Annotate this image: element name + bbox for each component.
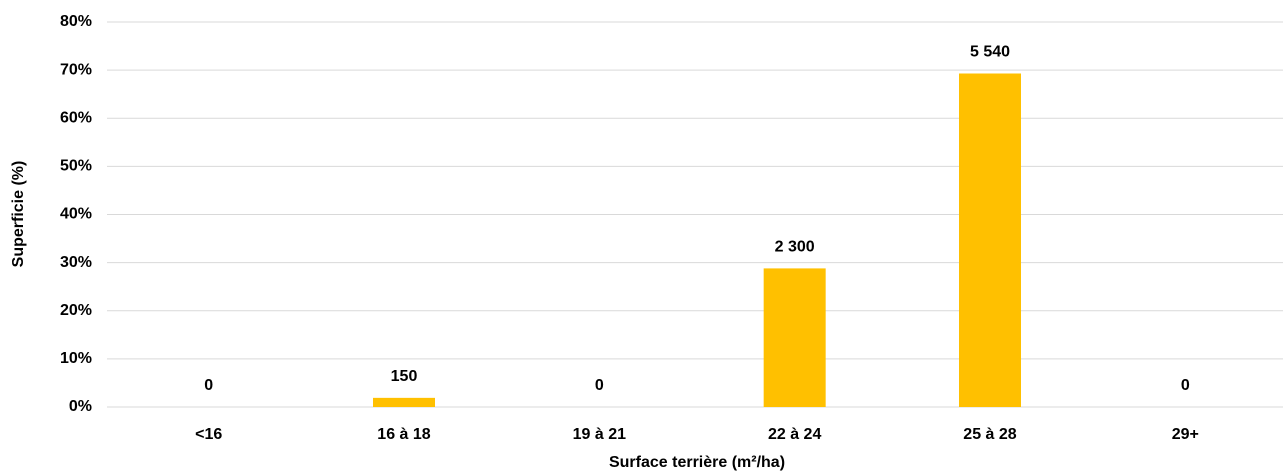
y-tick-label: 40%: [60, 206, 92, 223]
bar: [373, 397, 435, 407]
x-axis-title: Surface terrière (m²/ha): [609, 454, 785, 471]
x-tick-label: 25 à 28: [963, 426, 1016, 443]
y-tick-label: 0%: [69, 398, 92, 415]
y-axis-title: Superficie (%): [10, 161, 27, 268]
bar: [959, 73, 1021, 408]
x-tick-label: 16 à 18: [377, 426, 430, 443]
data-label: 5 540: [970, 44, 1010, 61]
x-tick-label: 29+: [1172, 426, 1199, 443]
y-tick-label: 50%: [60, 158, 92, 175]
x-tick-label: 22 à 24: [768, 426, 821, 443]
y-tick-label: 10%: [60, 350, 92, 367]
data-label: 150: [391, 368, 418, 385]
bar: [763, 268, 826, 407]
y-tick-label: 20%: [60, 302, 92, 319]
data-label: 0: [1181, 377, 1190, 394]
data-label: 0: [595, 377, 604, 394]
x-tick-label: <16: [195, 426, 222, 443]
y-tick-label: 70%: [60, 61, 92, 78]
data-label: 2 300: [775, 239, 815, 256]
y-tick-label: 60%: [60, 109, 92, 126]
x-tick-label: 19 à 21: [573, 426, 626, 443]
y-tick-label: 80%: [60, 13, 92, 30]
y-tick-label: 30%: [60, 254, 92, 271]
data-label: 0: [204, 377, 213, 394]
